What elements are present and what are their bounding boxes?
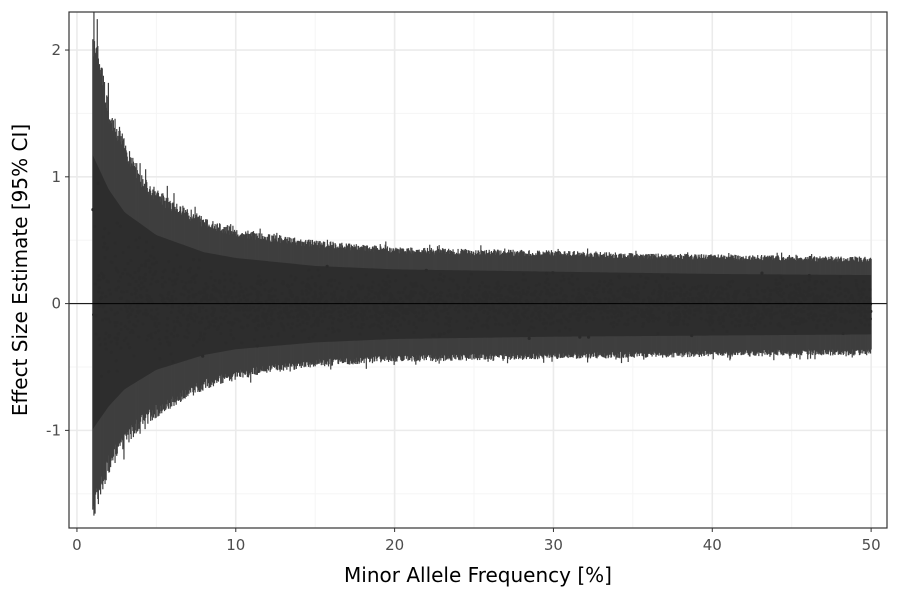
- y-tick-label: -1: [46, 421, 61, 439]
- y-tick-label: 1: [51, 168, 61, 186]
- x-axis-title: Minor Allele Frequency [%]: [344, 563, 612, 587]
- y-axis: -1 0 1 2: [46, 41, 69, 439]
- x-tick-label: 50: [862, 536, 881, 554]
- point-estimate: [760, 271, 764, 275]
- x-tick-label: 0: [72, 536, 82, 554]
- y-tick-label: 2: [51, 41, 61, 59]
- x-tick-label: 30: [544, 536, 563, 554]
- x-tick-label: 10: [226, 536, 245, 554]
- x-tick-label: 20: [385, 536, 404, 554]
- point-estimate: [527, 336, 531, 340]
- point-estimate-core: [92, 155, 872, 430]
- panel-border: [68, 11, 888, 529]
- y-axis-title: Effect Size Estimate [95% CI]: [8, 124, 32, 416]
- y-tick-label: 0: [51, 295, 61, 313]
- x-axis: 0 10 20 30 40 50: [72, 528, 881, 554]
- x-tick-label: 40: [703, 536, 722, 554]
